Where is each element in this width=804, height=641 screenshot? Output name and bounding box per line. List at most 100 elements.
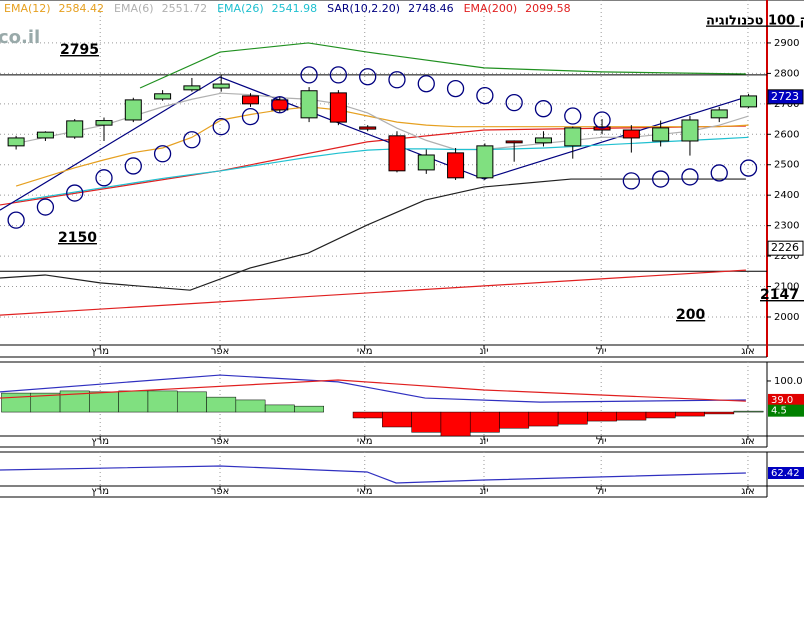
x-tick-label: יול <box>596 486 607 497</box>
candle-body <box>681 119 699 142</box>
sar-dot <box>388 71 406 89</box>
x-tick-label: אפר <box>211 486 230 497</box>
y-tick-label: 2300 <box>774 221 799 232</box>
histogram-bar <box>176 391 207 413</box>
histogram-bar <box>499 411 530 429</box>
histogram-bar <box>704 411 735 415</box>
candle-body <box>7 137 25 147</box>
y-tick-label: 2900 <box>774 38 799 49</box>
indicator-line <box>139 42 746 89</box>
histogram-bar <box>1 392 32 413</box>
logo: co.il <box>0 27 40 48</box>
histogram-bar <box>645 411 676 419</box>
sar-dot <box>95 169 113 187</box>
sar-dot <box>7 211 25 229</box>
candle-body <box>329 92 347 123</box>
candle-body <box>652 127 670 142</box>
price-label-box <box>767 89 804 105</box>
x-tick-label: אוג <box>741 486 755 497</box>
candle-body <box>359 126 377 130</box>
sar-dot <box>710 164 728 182</box>
sar-dot <box>534 100 553 118</box>
candle-body <box>154 93 172 100</box>
histogram-bar <box>675 411 705 417</box>
value-marker-box <box>768 393 804 406</box>
x-tick-label: יונ <box>480 436 489 447</box>
indicator-line <box>0 178 746 291</box>
sar-dot <box>359 68 377 86</box>
histogram-bar <box>411 411 442 433</box>
level-label: 2150 <box>58 230 97 246</box>
y-tick-label: 2100 <box>774 282 799 293</box>
indicator-line <box>0 76 747 211</box>
note: 200 <box>676 307 705 323</box>
candle-body <box>212 83 230 89</box>
value-marker-label: 4.5 <box>771 406 787 417</box>
macd-line <box>0 379 746 402</box>
candle-body <box>447 152 465 179</box>
legend-name: SAR(10,2.20) <box>327 2 400 15</box>
histogram-bar <box>294 405 324 413</box>
legend-value: 2748.46 <box>408 2 454 15</box>
price-label: 2723 <box>771 90 799 103</box>
histogram-bar <box>557 411 588 425</box>
candle-body <box>66 120 84 138</box>
candle-body <box>241 95 259 105</box>
series-line <box>16 136 749 202</box>
value-marker-box <box>768 467 804 480</box>
x-tick-label: אפר <box>211 346 230 357</box>
histogram-bar <box>382 411 412 428</box>
y-tick-label: 100.0 <box>774 376 803 387</box>
note: ממוצע 2147 <box>760 287 804 303</box>
sar-dot <box>652 170 670 188</box>
legend-value: 2099.58 <box>525 2 571 15</box>
candle-body <box>564 127 582 147</box>
x-tick-label: אפר <box>211 436 230 447</box>
x-tick-label: מרץ <box>91 436 109 447</box>
macd-line <box>0 374 746 403</box>
x-tick-label: מאי <box>357 346 373 357</box>
sar-dot <box>564 107 582 125</box>
sar-dot <box>300 66 318 84</box>
sar-dot <box>739 159 758 177</box>
sar-dot <box>153 145 172 163</box>
histogram-bar <box>89 391 119 413</box>
candle-body <box>710 109 728 119</box>
histogram-bar <box>235 399 266 413</box>
value-marker-box <box>768 404 804 417</box>
x-tick-label: יונ <box>480 486 489 497</box>
sar-dot <box>329 66 348 84</box>
candle-body <box>36 131 54 139</box>
candle-body <box>505 140 523 144</box>
histogram-bar <box>440 411 471 437</box>
candle-body <box>124 99 142 121</box>
y-tick-label: 2400 <box>774 190 799 201</box>
x-tick-label: יול <box>596 346 607 357</box>
legend-value: 2551.72 <box>162 2 208 15</box>
x-tick-label: מרץ <box>91 346 109 357</box>
sar-dot <box>36 198 55 216</box>
histogram-bar <box>352 411 383 419</box>
histogram-bar <box>616 411 647 421</box>
y-tick-label: 2800 <box>774 68 799 79</box>
sar-dot <box>183 131 201 149</box>
legend-name: EMA(6) <box>114 2 154 15</box>
x-tick-label: יול <box>596 436 607 447</box>
legend-name: EMA(12) <box>4 2 51 15</box>
histogram-bar <box>206 396 237 413</box>
legend-name: EMA(26) <box>217 2 264 15</box>
level-label: 2795 <box>60 42 99 58</box>
sar-dot <box>124 157 142 175</box>
histogram-bar <box>528 411 559 427</box>
histogram-bar <box>587 411 617 422</box>
histogram-bar <box>733 410 764 413</box>
x-tick-label: אוג <box>741 346 755 357</box>
y-tick-label: 2500 <box>774 160 799 171</box>
histogram-bar <box>264 404 295 413</box>
x-tick-label: יונ <box>480 346 489 357</box>
y-tick-label: 2200 <box>774 251 799 262</box>
value-marker-label: 39.0 <box>771 395 793 406</box>
candle-body <box>534 137 552 144</box>
x-tick-label: מאי <box>357 436 373 447</box>
